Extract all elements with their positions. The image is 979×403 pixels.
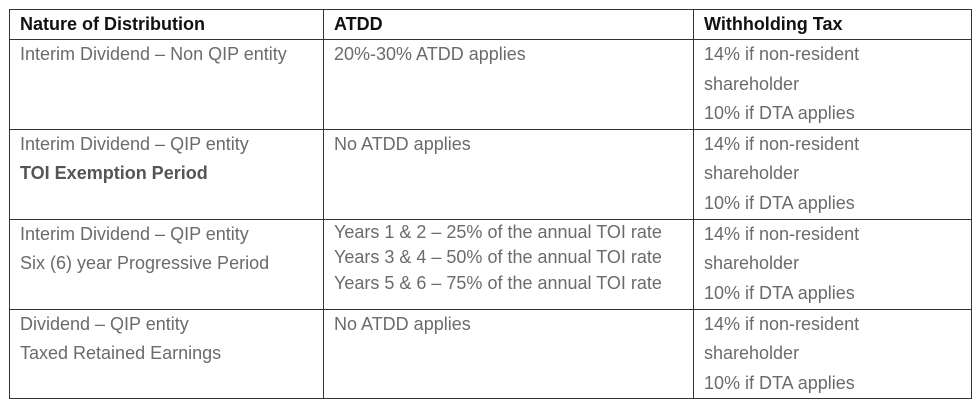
withholding-cell: 14% if non-resident shareholder 10% if D… — [693, 128, 972, 220]
nature-text: Dividend – QIP entity — [20, 313, 189, 334]
header-withholding-tax: Withholding Tax — [693, 9, 972, 40]
withholding-cell: 14% if non-resident shareholder 10% if D… — [693, 308, 972, 399]
withholding-text: shareholder — [704, 253, 800, 273]
withholding-text: 14% if non-resident — [704, 133, 860, 154]
withholding-text: 14% if non-resident — [704, 223, 860, 244]
atdd-text: No ATDD applies — [334, 313, 471, 334]
table-row: Interim Dividend – Non QIP entity 20%-30… — [9, 39, 972, 130]
atdd-cell: Years 1 & 2 – 25% of the annual TOI rate… — [323, 218, 694, 310]
withholding-text: 10% if DTA applies — [704, 372, 855, 393]
withholding-cell: 14% if non-resident shareholder 10% if D… — [693, 39, 972, 130]
atdd-cell: No ATDD applies — [323, 308, 694, 399]
withholding-text: 14% if non-resident — [704, 313, 860, 334]
withholding-text: shareholder — [704, 73, 800, 94]
atdd-text: Years 5 & 6 – 75% of the annual TOI rate — [334, 272, 662, 293]
header-atdd: ATDD — [323, 9, 694, 40]
withholding-cell: 14% if non-resident shareholder 10% if D… — [693, 218, 972, 310]
distribution-tax-table: Nature of Distribution ATDD Withholding … — [9, 9, 972, 399]
atdd-text: Years 1 & 2 – 25% of the annual TOI rate — [334, 221, 662, 242]
nature-cell: Dividend – QIP entity Taxed Retained Ear… — [9, 308, 324, 399]
table-row: Interim Dividend – QIP entity TOI Exempt… — [9, 128, 972, 220]
atdd-text: No ATDD applies — [334, 133, 471, 154]
withholding-text: shareholder — [704, 343, 800, 363]
nature-period-label: TOI Exemption Period — [20, 163, 208, 183]
atdd-text: 20%-30% ATDD applies — [334, 44, 526, 64]
atdd-cell: No ATDD applies — [323, 128, 694, 220]
withholding-text: 10% if DTA applies — [704, 282, 855, 303]
header-row: Nature of Distribution ATDD Withholding … — [9, 9, 972, 40]
atdd-text: Years 3 & 4 – 50% of the annual TOI rate — [334, 247, 662, 267]
nature-text: Interim Dividend – QIP entity — [20, 133, 249, 154]
withholding-text: 14% if non-resident — [704, 44, 860, 64]
nature-period-label: Taxed Retained Earnings — [20, 343, 222, 363]
table-row: Dividend – QIP entity Taxed Retained Ear… — [9, 308, 972, 399]
nature-cell: Interim Dividend – QIP entity TOI Exempt… — [9, 128, 324, 220]
nature-text: Interim Dividend – QIP entity — [20, 223, 249, 244]
header-nature-of-distribution: Nature of Distribution — [9, 9, 324, 40]
withholding-text: shareholder — [704, 163, 800, 183]
nature-cell: Interim Dividend – QIP entity Six (6) ye… — [9, 218, 324, 310]
nature-text: Interim Dividend – Non QIP entity — [20, 44, 287, 64]
nature-cell: Interim Dividend – Non QIP entity — [9, 39, 324, 130]
withholding-text: 10% if DTA applies — [704, 103, 855, 123]
nature-period-label: Six (6) year Progressive Period — [20, 253, 270, 273]
atdd-cell: 20%-30% ATDD applies — [323, 39, 694, 130]
withholding-text: 10% if DTA applies — [704, 192, 855, 213]
table-row: Interim Dividend – QIP entity Six (6) ye… — [9, 218, 972, 310]
